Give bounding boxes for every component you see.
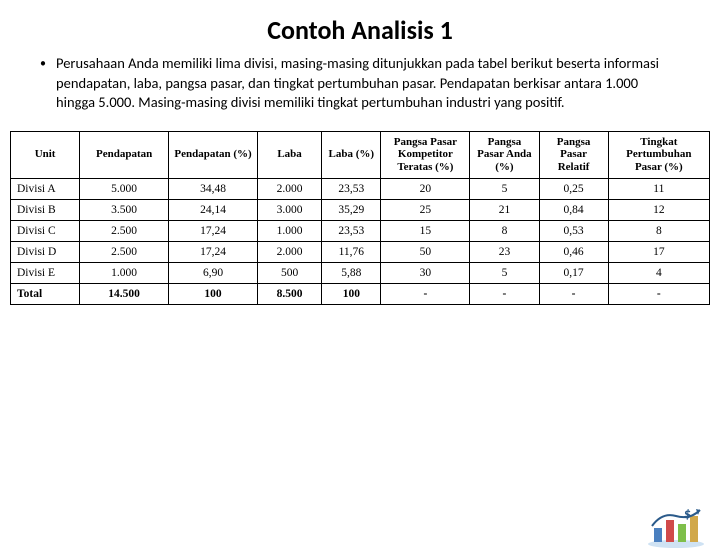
cell: 2.500 bbox=[80, 220, 169, 241]
data-table: Unit Pendapatan Pendapatan (%) Laba Laba… bbox=[10, 131, 710, 305]
cell: 100 bbox=[322, 283, 381, 304]
cell: 0,17 bbox=[539, 262, 608, 283]
th-laba-pct: Laba (%) bbox=[322, 131, 381, 178]
cell: 17,24 bbox=[169, 220, 258, 241]
cell: 30 bbox=[381, 262, 470, 283]
cell: 3.000 bbox=[257, 199, 321, 220]
cell: 5,88 bbox=[322, 262, 381, 283]
cell: - bbox=[608, 283, 709, 304]
cell: 2.500 bbox=[80, 241, 169, 262]
decorative-chart-icon: $ bbox=[646, 506, 706, 548]
cell: 8 bbox=[608, 220, 709, 241]
cell: 0,25 bbox=[539, 178, 608, 199]
cell: 23,53 bbox=[322, 220, 381, 241]
cell-unit: Divisi B bbox=[11, 199, 80, 220]
cell: 8.500 bbox=[257, 283, 321, 304]
cell: 6,90 bbox=[169, 262, 258, 283]
cell: - bbox=[470, 283, 539, 304]
th-kompetitor: Pangsa Pasar Kompetitor Teratas (%) bbox=[381, 131, 470, 178]
cell: 1.000 bbox=[257, 220, 321, 241]
cell: 21 bbox=[470, 199, 539, 220]
cell: 1.000 bbox=[80, 262, 169, 283]
th-relatif: Pangsa Pasar Relatif bbox=[539, 131, 608, 178]
cell: 12 bbox=[608, 199, 709, 220]
th-anda: Pangsa Pasar Anda (%) bbox=[470, 131, 539, 178]
data-table-wrap: Unit Pendapatan Pendapatan (%) Laba Laba… bbox=[0, 113, 720, 305]
th-unit: Unit bbox=[11, 131, 80, 178]
cell: 2.000 bbox=[257, 178, 321, 199]
cell: - bbox=[539, 283, 608, 304]
cell-unit: Divisi E bbox=[11, 262, 80, 283]
cell: 3.500 bbox=[80, 199, 169, 220]
cell: 34,48 bbox=[169, 178, 258, 199]
table-header-row: Unit Pendapatan Pendapatan (%) Laba Laba… bbox=[11, 131, 710, 178]
cell-unit: Divisi A bbox=[11, 178, 80, 199]
cell: 20 bbox=[381, 178, 470, 199]
cell-unit: Total bbox=[11, 283, 80, 304]
cell: 8 bbox=[470, 220, 539, 241]
page-title: Contoh Analisis 1 bbox=[0, 14, 720, 46]
cell: 11 bbox=[608, 178, 709, 199]
svg-text:$: $ bbox=[684, 506, 691, 522]
cell: 14.500 bbox=[80, 283, 169, 304]
cell: 50 bbox=[381, 241, 470, 262]
cell: 23 bbox=[470, 241, 539, 262]
bullet-marker: • bbox=[40, 56, 46, 72]
cell-unit: Divisi D bbox=[11, 241, 80, 262]
cell-unit: Divisi C bbox=[11, 220, 80, 241]
th-pendapatan: Pendapatan bbox=[80, 131, 169, 178]
cell: 11,76 bbox=[322, 241, 381, 262]
cell: 35,29 bbox=[322, 199, 381, 220]
th-pendapatan-pct: Pendapatan (%) bbox=[169, 131, 258, 178]
th-pertumbuhan: Tingkat Pertumbuhan Pasar (%) bbox=[608, 131, 709, 178]
cell: 0,84 bbox=[539, 199, 608, 220]
table-row: Divisi A 5.000 34,48 2.000 23,53 20 5 0,… bbox=[11, 178, 710, 199]
cell: 5.000 bbox=[80, 178, 169, 199]
cell: 0,46 bbox=[539, 241, 608, 262]
table-row: Divisi D 2.500 17,24 2.000 11,76 50 23 0… bbox=[11, 241, 710, 262]
cell: 24,14 bbox=[169, 199, 258, 220]
cell: 5 bbox=[470, 178, 539, 199]
cell: 17 bbox=[608, 241, 709, 262]
cell: 5 bbox=[470, 262, 539, 283]
cell: 17,24 bbox=[169, 241, 258, 262]
cell: 15 bbox=[381, 220, 470, 241]
bullet-paragraph: • Perusahaan Anda memiliki lima divisi, … bbox=[0, 54, 720, 113]
cell: - bbox=[381, 283, 470, 304]
cell: 0,53 bbox=[539, 220, 608, 241]
cell: 100 bbox=[169, 283, 258, 304]
cell: 23,53 bbox=[322, 178, 381, 199]
cell: 2.000 bbox=[257, 241, 321, 262]
table-row: Divisi E 1.000 6,90 500 5,88 30 5 0,17 4 bbox=[11, 262, 710, 283]
table-row: Divisi C 2.500 17,24 1.000 23,53 15 8 0,… bbox=[11, 220, 710, 241]
table-row: Divisi B 3.500 24,14 3.000 35,29 25 21 0… bbox=[11, 199, 710, 220]
cell: 4 bbox=[608, 262, 709, 283]
table-row-total: Total 14.500 100 8.500 100 - - - - bbox=[11, 283, 710, 304]
th-laba: Laba bbox=[257, 131, 321, 178]
cell: 25 bbox=[381, 199, 470, 220]
table-body: Divisi A 5.000 34,48 2.000 23,53 20 5 0,… bbox=[11, 178, 710, 304]
bullet-text: Perusahaan Anda memiliki lima divisi, ma… bbox=[56, 54, 659, 111]
cell: 500 bbox=[257, 262, 321, 283]
